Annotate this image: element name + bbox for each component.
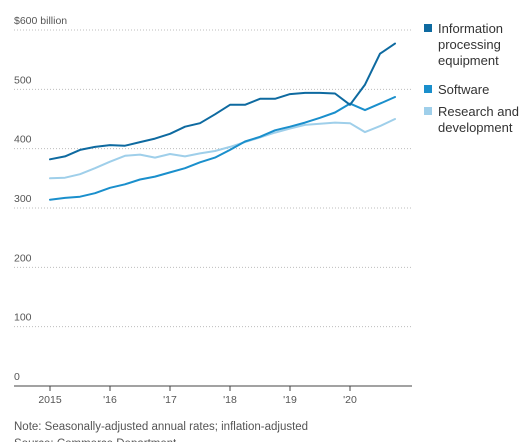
legend-swatch [424, 85, 432, 93]
chart-source: Source: Commerce Department [14, 437, 176, 442]
series-line [49, 42, 396, 161]
legend-swatch [424, 24, 432, 32]
y-tick-label: 500 [14, 74, 32, 86]
legend-label: equipment [438, 53, 499, 68]
x-tick-label: '20 [343, 394, 357, 406]
legend-label: processing [438, 37, 501, 52]
legend-label: Research and [438, 104, 519, 119]
line-chart: $600 billion 500 400 300 200 100 0 2015 '16 '17 '1… [14, 15, 519, 406]
y-tick-label: $600 billion [14, 15, 67, 27]
y-tick-label: 200 [14, 252, 32, 264]
y-tick-label: 0 [14, 371, 20, 383]
series-line [49, 96, 396, 201]
x-tick-label: '18 [223, 394, 237, 406]
x-tick-label: '17 [163, 394, 177, 406]
x-tick-label: '16 [103, 394, 117, 406]
legend-swatch [424, 107, 432, 115]
legend-label: Information [438, 21, 503, 36]
legend-label: development [438, 120, 513, 135]
y-tick-label: 100 [14, 312, 32, 324]
x-tick-label: 2015 [38, 394, 62, 406]
chart-note: Note: Seasonally-adjusted annual rates; … [14, 421, 309, 433]
y-tick-label: 400 [14, 134, 32, 146]
y-tick-label: 300 [14, 193, 32, 205]
series-line [49, 118, 396, 180]
x-tick-label: '19 [283, 394, 297, 406]
legend-label: Software [438, 82, 489, 97]
